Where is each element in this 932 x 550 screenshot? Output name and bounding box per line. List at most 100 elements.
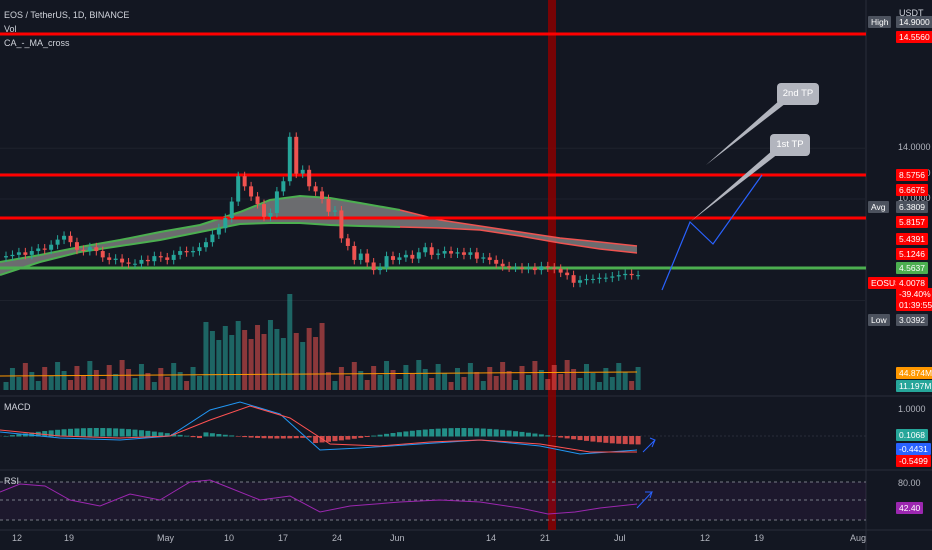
macd-histogram-bar (87, 428, 93, 437)
candle (590, 278, 595, 280)
candle (249, 186, 254, 197)
macd-histogram-bar (616, 436, 622, 444)
candle (236, 176, 241, 202)
macd-histogram-bar (622, 436, 628, 445)
price-badge-change: -39.40% (896, 288, 932, 300)
volume-bar (635, 367, 641, 390)
volume-bar (216, 340, 222, 390)
volume-bar (448, 382, 454, 390)
time-tick: 14 (486, 533, 497, 543)
volume-bar (287, 294, 293, 390)
macd-histogram-bar (351, 436, 357, 439)
macd-histogram-bar (293, 436, 299, 439)
volume-bar (151, 382, 157, 390)
price-badge-ma-2: 5.8157 (896, 216, 928, 228)
ma-cloud (0, 196, 637, 275)
volume-legend[interactable]: Vol (4, 24, 17, 34)
macd-histogram-bar (42, 431, 48, 437)
macd-histogram-bar (416, 430, 422, 437)
volume-bar (545, 379, 551, 390)
candle (391, 256, 395, 260)
rsi-arrow (636, 491, 654, 509)
candle (203, 242, 208, 248)
volume-bar (416, 360, 422, 390)
volume-bar (513, 380, 519, 390)
volume-bar (48, 376, 54, 390)
volume-bar (190, 367, 196, 390)
indicator-legend[interactable]: CA_-_MA_cross (4, 38, 70, 48)
candle (455, 252, 460, 254)
volume-bar (235, 321, 241, 390)
candle (461, 252, 466, 255)
currency-label: USDT (899, 8, 924, 18)
macd-histogram-bar (184, 435, 190, 437)
macd-histogram-bar (306, 436, 312, 438)
volume-bar (267, 320, 273, 390)
rsi-legend[interactable]: RSI (4, 476, 20, 486)
macd-histogram-bar (255, 436, 261, 438)
time-tick: Jun (390, 533, 405, 543)
rsi-tick: 80.00 (898, 478, 921, 488)
macd-histogram-bar (235, 436, 241, 437)
macd-arrow (642, 437, 656, 453)
macd-histogram-bar (384, 433, 390, 437)
price-badge-high-label: High (868, 16, 892, 28)
macd-histogram-bar (16, 434, 22, 437)
candle (113, 258, 118, 260)
symbol-title[interactable]: EOS / TetherUS, 1D, BINANCE (4, 10, 130, 20)
price-badge-resistance-1: 14.5560 (896, 31, 932, 43)
tp2-callout-box (777, 83, 819, 105)
candle (449, 251, 454, 254)
candle (629, 273, 634, 276)
candle (191, 251, 196, 253)
macd-histogram-bar (100, 428, 106, 437)
macd-histogram-bar (358, 436, 364, 438)
macd-histogram-bar (519, 431, 525, 437)
candle (294, 136, 299, 174)
macd-histogram-bar (80, 428, 86, 437)
macd-legend[interactable]: MACD (4, 402, 31, 412)
volume-bar (351, 362, 357, 390)
macd-histogram-bar (280, 436, 286, 439)
candle (4, 256, 8, 258)
candle (120, 258, 125, 263)
volume-bar (622, 372, 628, 390)
macd-histogram-bar (480, 428, 486, 437)
volume-bar (364, 380, 370, 390)
macd-histogram-bar (261, 436, 267, 439)
volume-bar (106, 365, 112, 390)
volume-bar (455, 368, 460, 390)
macd-histogram-bar (132, 429, 138, 437)
candle (100, 251, 105, 258)
candle (87, 247, 92, 252)
candle (10, 254, 15, 257)
candle (62, 235, 67, 240)
volume-bar (519, 366, 525, 390)
macd-badge-macd-signal: -0.5499 (896, 455, 931, 467)
volume-bar (506, 371, 512, 390)
macd-histogram-bar (571, 436, 577, 440)
price-badge-resistance-2: 8.5756 (896, 169, 928, 181)
candle (584, 278, 589, 281)
candle (281, 181, 286, 192)
macd-histogram-bar (190, 436, 196, 438)
volume-bar (435, 364, 441, 390)
macd-histogram-bar (577, 436, 583, 441)
candle (345, 238, 350, 246)
candle (532, 267, 537, 271)
macd-histogram-bar (106, 428, 112, 437)
macd-histogram-bar (267, 436, 273, 439)
candle (16, 252, 21, 255)
ma-fast-line-bear (399, 209, 638, 247)
volume-bar (80, 375, 86, 390)
price-badge-vol-value: 11.197M (896, 380, 932, 392)
candle (107, 257, 112, 260)
macd-histogram-bar (603, 436, 609, 443)
candle (603, 277, 608, 279)
volume-bar (487, 367, 493, 390)
macd-histogram-bar (29, 432, 35, 437)
candle (184, 251, 189, 253)
candle (197, 247, 202, 252)
macd-histogram-bar (590, 436, 596, 442)
